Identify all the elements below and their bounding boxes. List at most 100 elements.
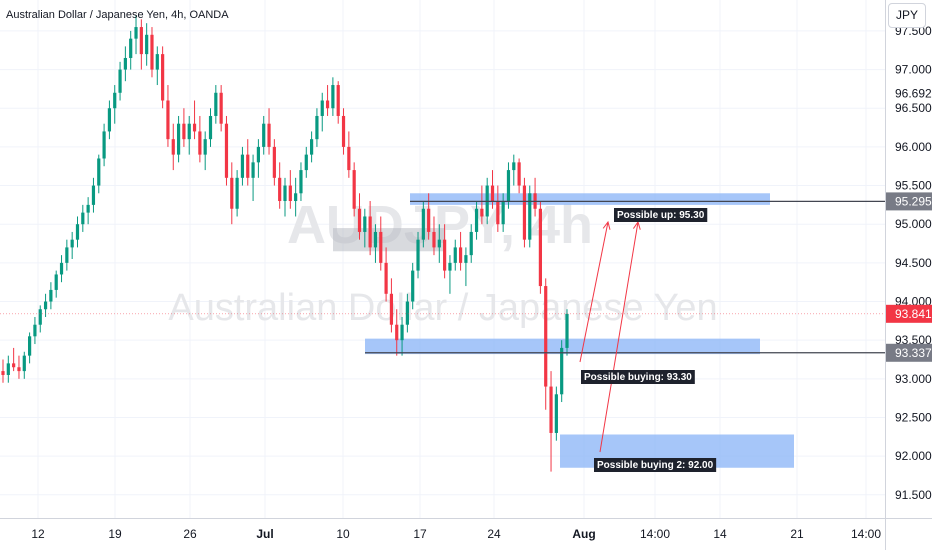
candle [214, 85, 217, 124]
chart-title: Australian Dollar / Japanese Yen, 4h, OA… [6, 9, 229, 21]
candle [108, 101, 111, 140]
price-label: 93.337 [886, 344, 932, 362]
candle [81, 205, 84, 232]
candle [161, 46, 164, 108]
candle [518, 158, 521, 193]
price-axis[interactable]: 91.50092.00092.50093.00093.50094.00094.5… [886, 0, 932, 550]
candle [71, 232, 74, 259]
candle [60, 255, 63, 282]
time-axis[interactable]: 12 19 26 Jul 10 17 24 Aug 14:00 14 21 14:00 [0, 519, 932, 542]
svg-text:Possible up: 95.30: Possible up: 95.30 [617, 210, 705, 221]
y-tick-label: 94.500 [895, 256, 932, 270]
zone-label: Possible up: 95.30 [614, 208, 707, 222]
candle [512, 155, 515, 186]
candle [278, 162, 281, 208]
candle [177, 116, 180, 162]
currency-button[interactable]: JPY [888, 3, 926, 28]
candle [523, 178, 526, 248]
candle [273, 139, 276, 185]
candle [76, 216, 79, 247]
candle [49, 282, 52, 309]
candle [172, 124, 175, 170]
candle [156, 46, 159, 85]
candle [315, 108, 318, 147]
candle [113, 85, 116, 124]
x-tick-label: 14:00 [851, 527, 881, 541]
y-tick-label: 91.500 [895, 488, 932, 502]
candle [230, 162, 233, 224]
candle [555, 387, 558, 441]
candle [145, 23, 148, 66]
svg-text:93.337: 93.337 [895, 346, 932, 360]
candle [321, 93, 324, 132]
svg-text:Possible buying: 93.30: Possible buying: 93.30 [584, 372, 692, 383]
y-tick-label: 95.500 [895, 179, 932, 193]
candle [198, 116, 201, 162]
price-label: 93.841 [886, 305, 932, 323]
zone-label: Possible buying 2: 92.00 [594, 458, 716, 472]
y-tick-label: 96.000 [895, 140, 932, 154]
x-tick-label: 19 [108, 527, 122, 541]
x-tick-label: 14:00 [640, 527, 670, 541]
candle [209, 108, 212, 147]
candle [347, 131, 350, 177]
candle [560, 340, 563, 402]
candle [267, 108, 270, 154]
candle [39, 305, 42, 332]
x-tick-label: 24 [487, 527, 501, 541]
candle [134, 15, 137, 54]
candle [337, 81, 340, 124]
x-tick-label: 14 [713, 527, 727, 541]
candle [87, 197, 90, 224]
candle [182, 108, 185, 147]
candle [528, 186, 531, 248]
candle [353, 162, 356, 216]
svg-text:Possible buying 2: 92.00: Possible buying 2: 92.00 [597, 460, 714, 471]
candle [225, 116, 228, 186]
y-tick-label: 97.000 [895, 63, 932, 77]
x-tick-label: 21 [790, 527, 804, 541]
candle [124, 46, 127, 81]
candle [384, 247, 387, 301]
candle [102, 124, 105, 167]
svg-text:93.841: 93.841 [895, 307, 932, 321]
candle [23, 352, 26, 379]
candle [342, 108, 345, 154]
watermark-name: Australian Dollar / Japanese Yen [168, 287, 717, 329]
candle [204, 131, 207, 170]
candle [241, 147, 244, 186]
candle [310, 131, 313, 162]
candle [236, 170, 239, 216]
candle [140, 19, 143, 69]
candle [257, 139, 260, 178]
candle [166, 85, 169, 147]
x-tick-label: Aug [572, 527, 595, 541]
candle [44, 294, 47, 317]
candle [220, 85, 223, 131]
x-tick-label: 12 [31, 527, 45, 541]
candle [544, 278, 547, 409]
y-tick-label: 95.000 [895, 217, 932, 231]
y-tick-label: 96.500 [895, 101, 932, 115]
candle [12, 348, 15, 371]
price-label: 96.692 [886, 85, 932, 101]
candle [246, 139, 249, 185]
candle [55, 271, 58, 298]
x-tick-label: 10 [336, 527, 350, 541]
svg-text:95.295: 95.295 [895, 194, 932, 208]
candle [28, 332, 31, 363]
x-tick-label: 26 [183, 527, 197, 541]
candle [193, 101, 196, 140]
candle [92, 178, 95, 213]
candle [129, 31, 132, 70]
x-tick-label: 17 [413, 527, 427, 541]
candle [539, 201, 542, 294]
y-tick-label: 92.000 [895, 449, 932, 463]
x-tick-label: Jul [256, 527, 273, 541]
price-label: 95.295 [886, 192, 932, 210]
zone-box [410, 193, 770, 205]
candle [251, 155, 254, 201]
candle [97, 155, 100, 194]
